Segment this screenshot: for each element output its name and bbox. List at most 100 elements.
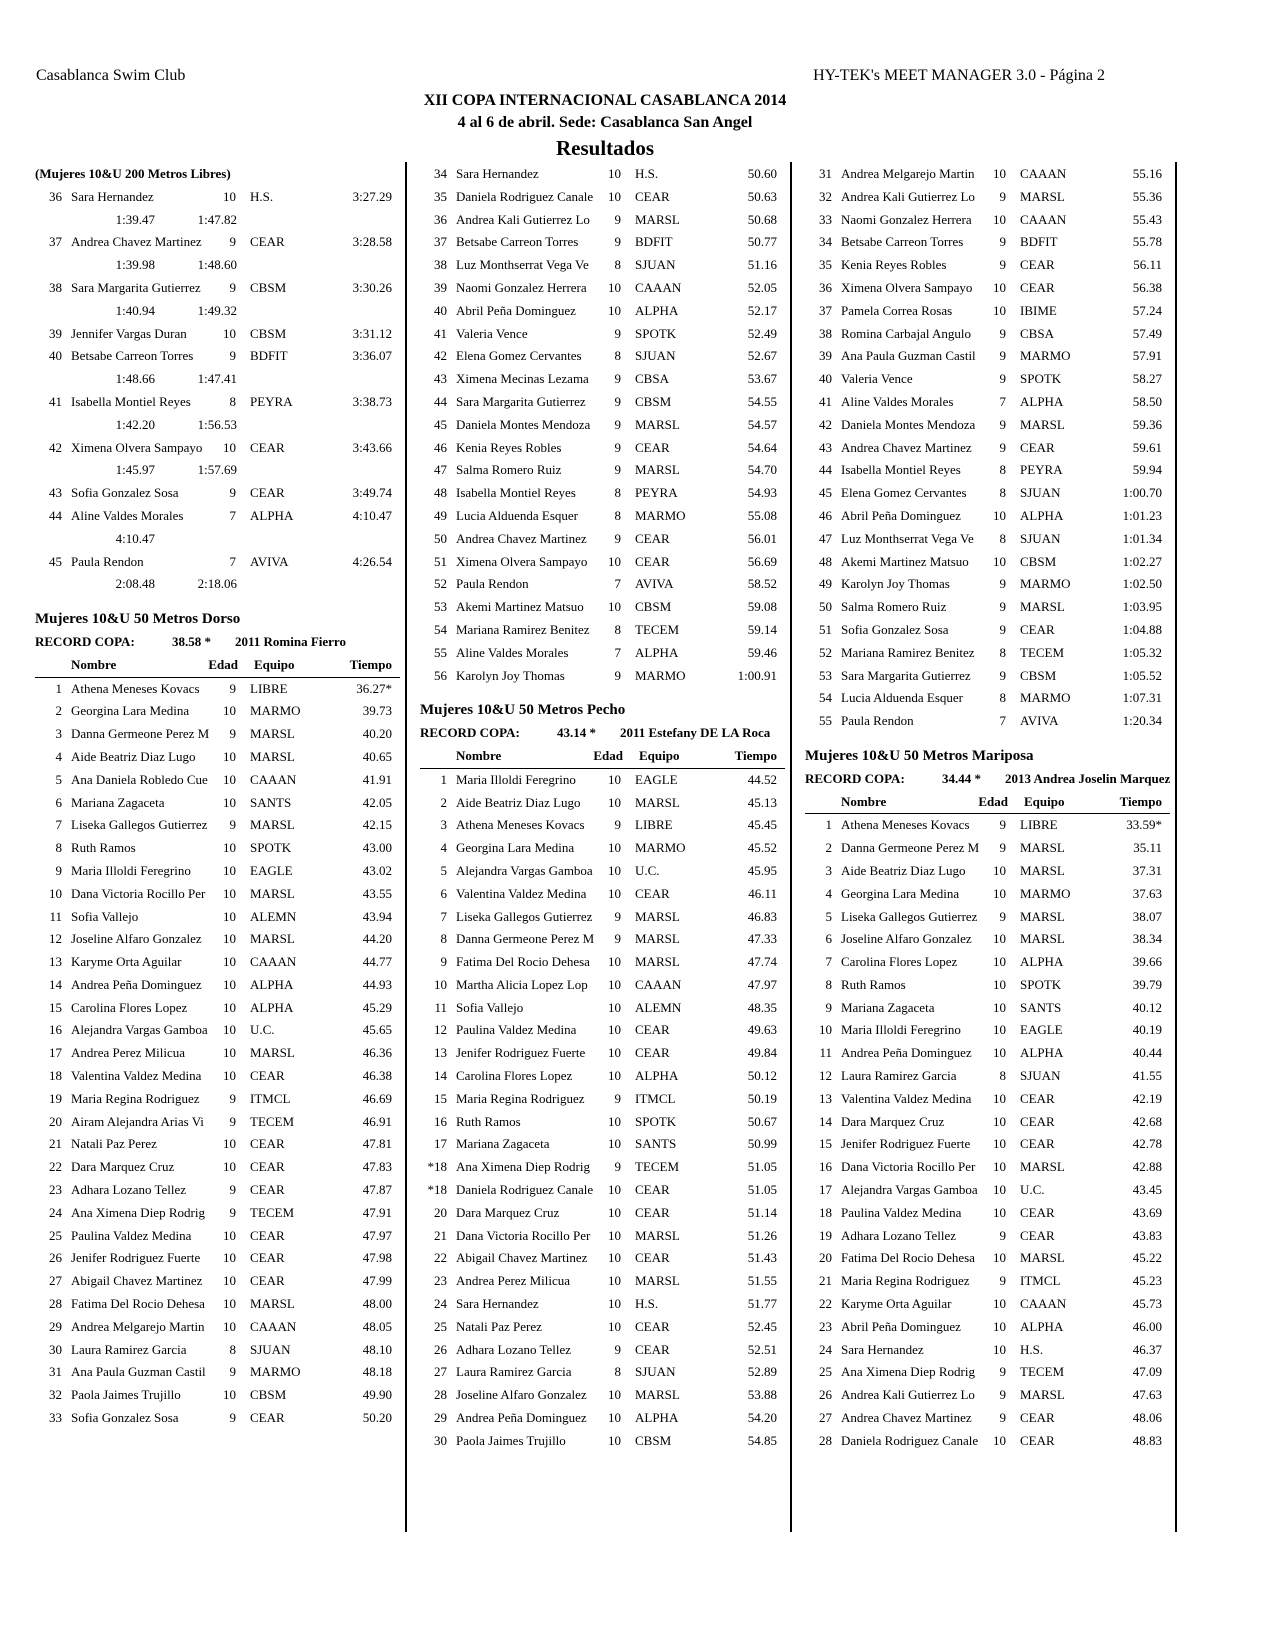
swimmer-name: Betsabe Carreon Torres <box>456 234 579 250</box>
final-time: 1:00.91 <box>737 667 777 683</box>
swimmer-name: Ruth Ramos <box>456 1113 521 1129</box>
age: 10 <box>223 885 236 901</box>
place: 9 <box>55 862 63 878</box>
swimmer-name: Aide Beatriz Diaz Lugo <box>456 794 581 810</box>
age: 10 <box>993 1090 1006 1106</box>
result-row: 37 Andrea Chavez Martinez 9 CEAR 3:28.58 <box>35 231 400 254</box>
age: 10 <box>993 1341 1006 1357</box>
result-row: 47 Salma Romero Ruiz 9 MARSL 54.70 <box>420 459 785 482</box>
result-row: 4 Georgina Lara Medina 10 MARMO 37.63 <box>805 883 1170 906</box>
place: 37 <box>819 302 832 318</box>
result-row: *18 Ana Ximena Diep Rodrig 9 TECEM 51.05 <box>420 1156 785 1179</box>
swimmer-name: Betsabe Carreon Torres <box>841 234 964 250</box>
result-row: 22 Dara Marquez Cruz 10 CEAR 47.83 <box>35 1156 400 1179</box>
final-time: 1:20.34 <box>1122 713 1162 729</box>
place: 29 <box>434 1410 447 1426</box>
final-time: 53.88 <box>747 1387 777 1403</box>
final-time: 48.06 <box>1132 1410 1162 1426</box>
place: 31 <box>819 166 832 181</box>
age: 8 <box>999 644 1007 660</box>
swimmer-name: Betsabe Carreon Torres <box>71 348 194 364</box>
record-line: RECORD COPA: 43.14 * 2011 Estefany DE LA R… <box>420 722 785 745</box>
result-row: 40 Abril Peña Dominguez 10 ALPHA 52.17 <box>420 300 785 323</box>
place: 27 <box>819 1410 832 1426</box>
final-time: 48.83 <box>1132 1432 1162 1448</box>
place: 25 <box>434 1318 447 1334</box>
age: 9 <box>999 1227 1007 1243</box>
swimmer-name: Daniela Rodriguez Canale <box>456 188 594 204</box>
result-row: 51 Ximena Olvera Sampayo 10 CEAR 56.69 <box>420 551 785 574</box>
place: *18 <box>427 1182 448 1198</box>
final-time: 56.69 <box>747 553 777 569</box>
final-time: 41.91 <box>362 771 392 787</box>
swimmer-name: Carolina Flores Lopez <box>71 999 188 1015</box>
split-time: 1:49.32 <box>197 302 237 318</box>
team: ITMCL <box>1020 1273 1061 1289</box>
result-row: 23 Adhara Lozano Tellez 9 CEAR 47.87 <box>35 1179 400 1202</box>
final-time: 58.52 <box>747 576 777 592</box>
team: CAAAN <box>1020 166 1067 181</box>
swimmer-name: Mariana Zagaceta <box>456 1136 550 1152</box>
final-time: 1:00.70 <box>1122 485 1162 501</box>
split-time: 1:39.47 <box>115 211 155 227</box>
final-time: 3:27.29 <box>352 188 392 204</box>
place: 32 <box>49 1387 62 1403</box>
age: 10 <box>608 1250 621 1266</box>
team: CEAR <box>1020 1136 1055 1152</box>
team: SJUAN <box>635 257 676 273</box>
final-time: 51.05 <box>747 1159 777 1175</box>
team: CBSA <box>1020 325 1054 341</box>
team: MARSL <box>250 931 295 947</box>
final-time: 42.78 <box>1132 1136 1162 1152</box>
place: 46 <box>819 507 832 523</box>
final-time: 43.45 <box>1132 1182 1162 1198</box>
age: 10 <box>608 599 621 615</box>
place: 26 <box>434 1341 447 1357</box>
place: 36 <box>49 188 62 204</box>
age: 10 <box>608 553 621 569</box>
record-label: RECORD COPA: <box>805 770 905 786</box>
team: CEAR <box>250 439 285 455</box>
place: 52 <box>434 576 447 592</box>
swimmer-name: Martha Alicia Lopez Lop <box>456 976 588 992</box>
swimmer-name: Andrea Peña Dominguez <box>71 976 202 992</box>
place: 10 <box>819 1022 832 1038</box>
team: CEAR <box>635 1182 670 1198</box>
place: 15 <box>434 1090 447 1106</box>
team: ALPHA <box>1020 393 1064 409</box>
final-time: 3:31.12 <box>352 325 392 341</box>
age: 10 <box>223 999 236 1015</box>
age: 10 <box>993 862 1006 878</box>
swimmer-name: Valentina Valdez Medina <box>71 1068 202 1084</box>
place: 21 <box>434 1227 447 1243</box>
team: MARSL <box>635 462 680 478</box>
team: CEAR <box>635 553 670 569</box>
final-time: 59.14 <box>747 621 777 637</box>
place: 22 <box>49 1159 62 1175</box>
swimmer-name: Karyme Orta Aguilar <box>71 954 182 970</box>
age: 10 <box>223 794 236 810</box>
final-time: 50.67 <box>747 1113 777 1129</box>
result-row: 27 Abigail Chavez Martinez 10 CEAR 47.99 <box>35 1270 400 1293</box>
swimmer-name: Elena Gomez Cervantes <box>841 485 967 501</box>
final-time: 45.22 <box>1132 1250 1162 1266</box>
result-row: 25 Paulina Valdez Medina 10 CEAR 47.97 <box>35 1225 400 1248</box>
place: 37 <box>49 234 62 250</box>
team: CEAR <box>635 439 670 455</box>
age: 10 <box>223 325 236 341</box>
age: 9 <box>229 680 237 696</box>
place: 6 <box>55 794 63 810</box>
swimmer-name: Adhara Lozano Tellez <box>456 1341 572 1357</box>
final-time: 53.67 <box>747 371 777 387</box>
final-time: 51.43 <box>747 1250 777 1266</box>
final-time: 55.36 <box>1132 188 1162 204</box>
swimmer-name: Ximena Mecinas Lezama <box>456 371 589 387</box>
team: ALPHA <box>1020 507 1064 523</box>
result-row: 29 Andrea Melgarejo Martin 10 CAAAN 48.05 <box>35 1316 400 1339</box>
final-time: 52.05 <box>747 279 777 295</box>
result-row: 8 Ruth Ramos 10 SPOTK 39.79 <box>805 974 1170 997</box>
place: 44 <box>819 462 832 478</box>
team: CEAR <box>250 485 285 501</box>
place: 2 <box>55 703 63 719</box>
final-time: 50.63 <box>747 188 777 204</box>
